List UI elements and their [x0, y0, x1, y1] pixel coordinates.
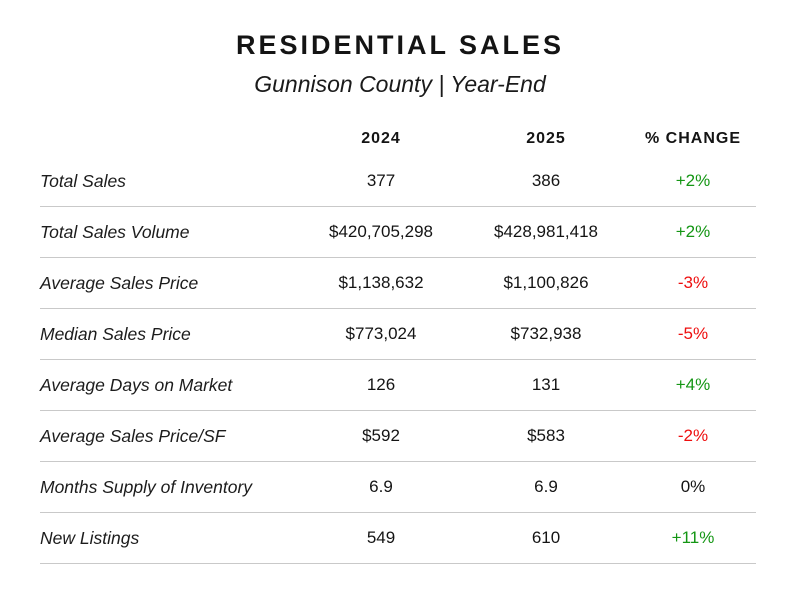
value-2024: $773,024 — [300, 308, 462, 360]
row-label: Total Sales — [40, 156, 300, 207]
row-label: Average Days on Market — [40, 359, 300, 411]
percent-change: -5% — [630, 308, 756, 360]
percent-change: +2% — [630, 206, 756, 258]
table-row: New Listings 549 610 +11% — [40, 512, 756, 564]
value-2024: $420,705,298 — [300, 206, 462, 258]
page-subtitle: Gunnison County | Year-End — [254, 71, 546, 97]
table-row: Average Days on Market 126 131 +4% — [40, 359, 756, 411]
table-row: Median Sales Price $773,024 $732,938 -5% — [40, 308, 756, 360]
row-label: Months Supply of Inventory — [40, 461, 300, 513]
value-2025: 131 — [462, 359, 630, 411]
value-2025: $1,100,826 — [462, 257, 630, 309]
value-2024: 126 — [300, 359, 462, 411]
column-header-metric — [40, 122, 300, 156]
value-2024: 549 — [300, 512, 462, 564]
column-header-2025: 2025 — [526, 130, 566, 147]
table-body: Total Sales 377 386 +2% Total Sales Volu… — [40, 156, 756, 564]
column-header-percent-change: % CHANGE — [644, 130, 741, 147]
table-header-row: 2024 2025 % CHANGE — [40, 122, 756, 156]
table-row: Average Sales Price/SF $592 $583 -2% — [40, 410, 756, 462]
row-label: Total Sales Volume — [40, 206, 300, 258]
value-2024: $592 — [300, 410, 462, 462]
value-2025: 6.9 — [462, 461, 630, 513]
table-row: Total Sales 377 386 +2% — [40, 156, 756, 207]
value-2025: 610 — [462, 512, 630, 564]
value-2025: 386 — [462, 156, 630, 207]
value-2024: $1,138,632 — [300, 257, 462, 309]
percent-change: +2% — [630, 156, 756, 207]
percent-change: -3% — [630, 257, 756, 309]
sales-table: 2024 2025 % CHANGE Total Sales 377 386 +… — [40, 122, 756, 564]
table-row: Average Sales Price $1,138,632 $1,100,82… — [40, 257, 756, 309]
table-row: Total Sales Volume $420,705,298 $428,981… — [40, 206, 756, 258]
value-2025: $428,981,418 — [462, 206, 630, 258]
value-2025: $732,938 — [462, 308, 630, 360]
row-label: New Listings — [40, 512, 300, 564]
value-2024: 377 — [300, 156, 462, 207]
row-label: Average Sales Price/SF — [40, 410, 300, 462]
table-row: Months Supply of Inventory 6.9 6.9 0% — [40, 461, 756, 513]
percent-change: +4% — [630, 359, 756, 411]
percent-change: -2% — [630, 410, 756, 462]
column-header-2024: 2024 — [361, 130, 401, 147]
row-label: Average Sales Price — [40, 257, 300, 309]
percent-change: +11% — [630, 512, 756, 564]
value-2024: 6.9 — [300, 461, 462, 513]
row-label: Median Sales Price — [40, 308, 300, 360]
percent-change: 0% — [630, 461, 756, 513]
value-2025: $583 — [462, 410, 630, 462]
page-title: RESIDENTIAL SALES — [235, 30, 565, 60]
